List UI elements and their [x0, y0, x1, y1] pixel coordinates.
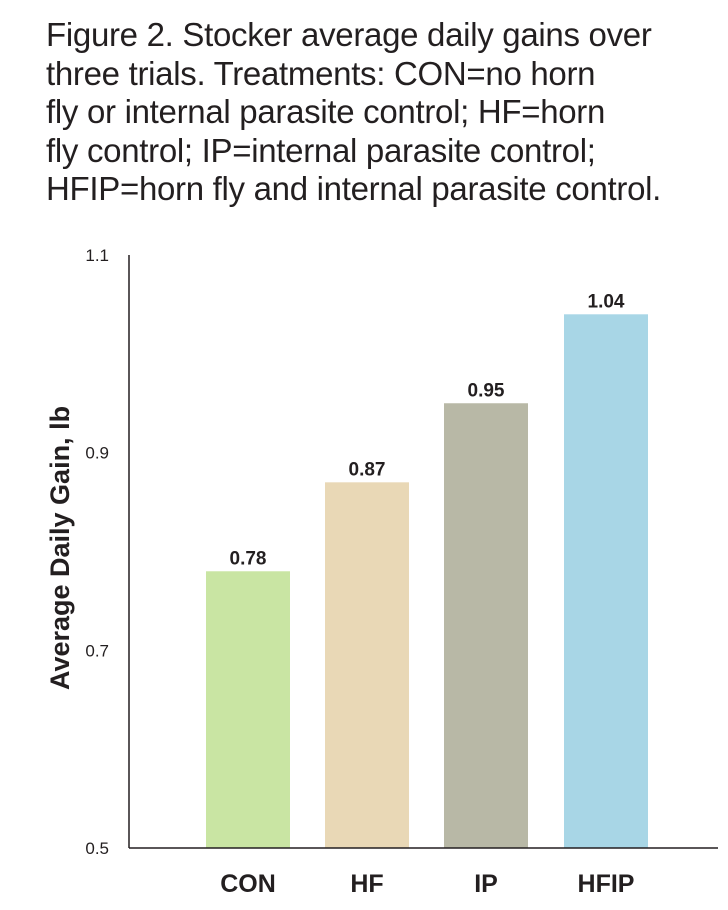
chart-title: Figure 2. Stocker average daily gains ov… [46, 16, 722, 209]
x-tick-label-hfip: HFIP [578, 870, 635, 898]
x-axis-labels: CON HF IP HFIP [220, 870, 634, 898]
y-axis-title: Average Daily Gain, lb [45, 406, 75, 690]
bar-ip [444, 403, 528, 848]
x-tick-label-con: CON [220, 870, 276, 898]
x-tick-label-hf: HF [350, 870, 383, 898]
data-labels: 0.78 0.87 0.95 1.04 [230, 291, 625, 569]
y-tick-label: 0.9 [85, 444, 109, 463]
bar-hf [325, 482, 409, 848]
y-tick-label: 0.5 [85, 839, 109, 858]
title-line-1: Figure 2. Stocker average daily gains ov… [46, 16, 652, 53]
bars [206, 314, 648, 848]
data-label-ip: 0.95 [468, 380, 505, 401]
title-line-2: three trials. Treatments: CON=no horn [46, 54, 596, 92]
bar-con [206, 571, 290, 848]
y-tick-label: 1.1 [85, 246, 109, 265]
data-label-hf: 0.87 [349, 459, 386, 480]
title-line-4: fly control; IP=internal parasite contro… [46, 131, 596, 169]
bar-hfip [564, 314, 648, 848]
x-tick-label-ip: IP [474, 870, 498, 898]
y-tick-label: 0.7 [85, 641, 109, 660]
data-label-con: 0.78 [230, 548, 267, 569]
y-axis-ticks: 0.5 0.7 0.9 1.1 [85, 246, 109, 858]
title-line-3: fly or internal parasite control; HF=hor… [46, 93, 606, 130]
title-line-5: HFIP=horn fly and internal parasite cont… [46, 170, 662, 207]
data-label-hfip: 1.04 [588, 291, 625, 312]
